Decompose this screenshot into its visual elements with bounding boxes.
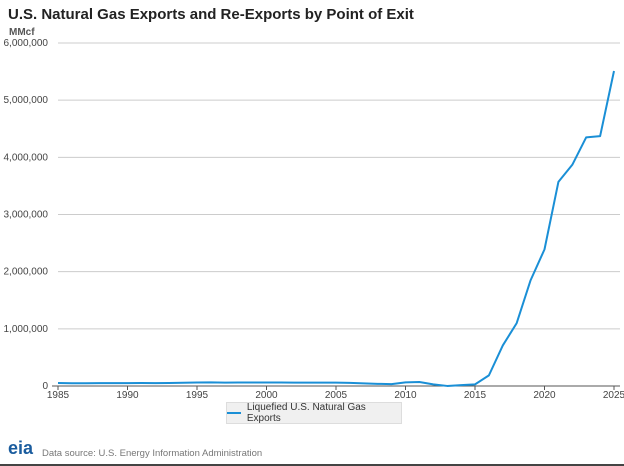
chart-title: U.S. Natural Gas Exports and Re-Exports …: [8, 6, 414, 23]
series-line-lng-exports: [57, 70, 615, 387]
x-tick-label: 2015: [464, 390, 487, 401]
y-axis-unit: MMcf: [9, 27, 35, 38]
x-tick-label: 2000: [255, 390, 278, 401]
y-tick-label: 3,000,000: [4, 210, 49, 221]
y-tick-label: 6,000,000: [4, 38, 49, 49]
x-tick-label: 2010: [394, 390, 417, 401]
x-tick-label: 2020: [533, 390, 556, 401]
x-tick-label: 1985: [47, 390, 70, 401]
legend-swatch: [227, 412, 241, 414]
y-tick-label: 4,000,000: [4, 152, 49, 163]
x-tick-label: 2005: [325, 390, 348, 401]
x-tick-label: 1995: [186, 390, 209, 401]
y-tick-label: 0: [42, 381, 48, 392]
y-tick-label: 2,000,000: [4, 267, 49, 278]
data-source: Data source: U.S. Energy Information Adm…: [42, 448, 263, 459]
bottom-border: [0, 464, 624, 466]
y-tick-label: 1,000,000: [4, 324, 49, 335]
eia-logo: eia: [8, 438, 34, 458]
legend-label: Liquefied U.S. Natural Gas Exports: [246, 402, 366, 424]
y-tick-label: 5,000,000: [4, 95, 49, 106]
x-tick-label: 1990: [116, 390, 139, 401]
x-tick-label: 2025: [603, 390, 624, 401]
legend[interactable]: Liquefied U.S. Natural Gas Exports: [226, 402, 402, 424]
